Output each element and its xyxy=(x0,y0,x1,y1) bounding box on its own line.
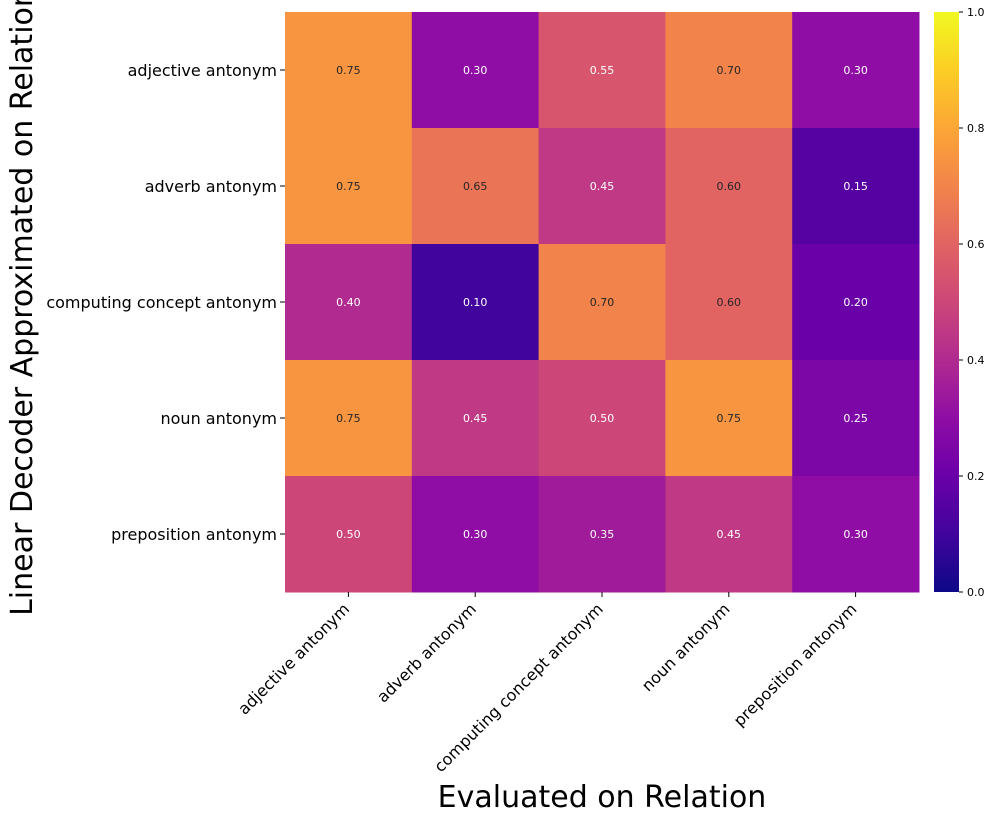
y-tick-label: preposition antonym xyxy=(111,525,277,544)
cell-value-label: 0.15 xyxy=(843,180,868,193)
cell-value-label: 0.75 xyxy=(336,180,361,193)
heatmap-cell xyxy=(792,476,920,593)
heatmap-cell xyxy=(538,128,666,245)
heatmap-cell xyxy=(411,128,540,245)
colorbar-tick-label: 0.8 xyxy=(967,122,985,135)
cell-value-label: 0.75 xyxy=(717,412,742,425)
cell-value-label: 0.75 xyxy=(336,64,361,77)
cell-value-label: 0.60 xyxy=(717,296,742,309)
heatmap-cell xyxy=(538,244,666,361)
cell-value-label: 0.65 xyxy=(463,180,488,193)
heatmap-cell xyxy=(665,476,793,593)
cell-value-label: 0.20 xyxy=(843,296,868,309)
cell-value-label: 0.35 xyxy=(590,528,615,541)
y-axis-title: Linear Decoder Approximated on Relation xyxy=(5,0,40,616)
colorbar: 0.0 0.2 0.4 0.6 0.8 1.0 xyxy=(934,6,985,599)
cell-value-label: 0.30 xyxy=(843,64,868,77)
y-tick-label: adverb antonym xyxy=(145,177,277,196)
cell-value-label: 0.50 xyxy=(590,412,615,425)
cell-value-label: 0.60 xyxy=(717,180,742,193)
cell-value-label: 0.25 xyxy=(843,412,868,425)
colorbar-tick-label: 1.0 xyxy=(967,6,985,19)
colorbar-tick-label: 0.2 xyxy=(967,470,985,483)
cell-value-label: 0.70 xyxy=(717,64,742,77)
heatmap-cell xyxy=(538,476,666,593)
heatmap-cells: 0.75 0.30 0.55 0.70 0.30 0.75 0.65 0.45 0.60 0.15… xyxy=(285,12,920,593)
x-tick-label: preposition antonym xyxy=(730,599,861,730)
heatmap-cell xyxy=(285,360,413,477)
cell-value-label: 0.45 xyxy=(463,412,488,425)
cell-value-label: 0.45 xyxy=(717,528,742,541)
cell-value-label: 0.30 xyxy=(463,528,488,541)
cell-value-label: 0.30 xyxy=(843,528,868,541)
heatmap-cell xyxy=(665,244,793,361)
cell-value-label: 0.70 xyxy=(590,296,615,309)
heatmap-cell xyxy=(411,244,540,361)
cell-value-label: 0.75 xyxy=(336,412,361,425)
heatmap-cell xyxy=(285,244,413,361)
cell-value-label: 0.40 xyxy=(336,296,361,309)
heatmap-cell xyxy=(665,360,793,477)
heatmap-cell xyxy=(411,476,540,593)
cell-value-label: 0.50 xyxy=(336,528,361,541)
y-tick-label: computing concept antonym xyxy=(46,293,277,312)
x-tick-label: noun antonym xyxy=(638,599,734,695)
cell-value-label: 0.10 xyxy=(463,296,488,309)
heatmap-cell xyxy=(538,360,666,477)
x-tick-label: adverb antonym xyxy=(373,599,480,706)
heatmap-cell xyxy=(538,12,666,129)
heatmap-cell xyxy=(411,12,540,129)
heatmap-cell xyxy=(792,12,920,129)
colorbar-tick-label: 0.0 xyxy=(967,586,985,599)
heatmap-cell xyxy=(792,244,920,361)
heatmap-cell xyxy=(665,128,793,245)
colorbar-tick-label: 0.4 xyxy=(967,354,985,367)
heatmap-cell xyxy=(792,128,920,245)
x-axis-title: Evaluated on Relation xyxy=(438,780,767,815)
colorbar-tick-label: 0.6 xyxy=(967,238,985,251)
heatmap-cell xyxy=(285,128,413,245)
cell-value-label: 0.55 xyxy=(590,64,615,77)
y-tick-label: adjective antonym xyxy=(128,61,277,80)
x-tick-label: adjective antonym xyxy=(234,599,353,718)
cell-value-label: 0.45 xyxy=(590,180,615,193)
heatmap-cell xyxy=(285,12,413,129)
heatmap-cell xyxy=(285,476,413,593)
heatmap-cell xyxy=(792,360,920,477)
cell-value-label: 0.30 xyxy=(463,64,488,77)
heatmap-cell xyxy=(411,360,540,477)
y-tick-label: noun antonym xyxy=(161,409,278,428)
colorbar-gradient xyxy=(934,12,959,592)
heatmap-cell xyxy=(665,12,793,129)
